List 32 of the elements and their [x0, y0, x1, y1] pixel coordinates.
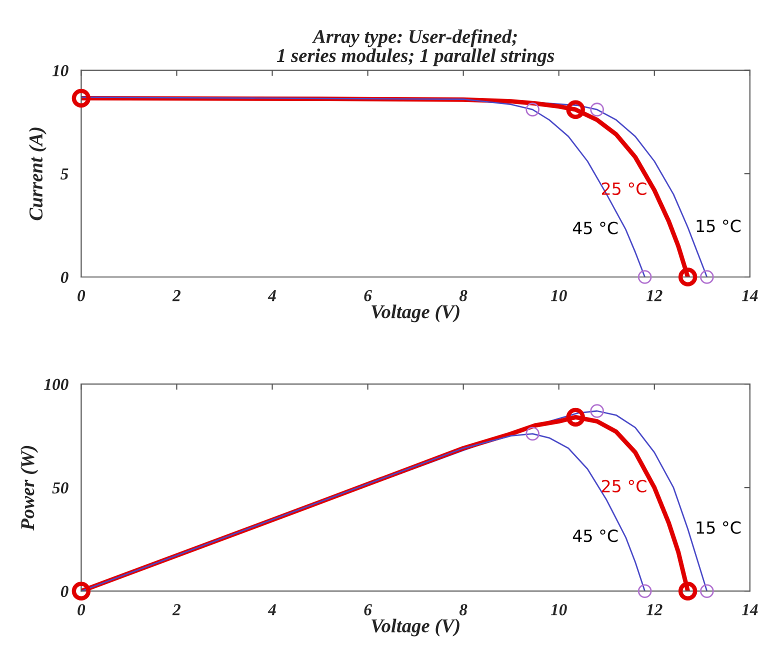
x-tick-label: 14	[742, 290, 758, 302]
x-tick-label: 6	[364, 604, 372, 616]
series-label: 45 °C	[572, 530, 618, 542]
y-tick-label: 10	[52, 65, 68, 76]
y-tick-label: 100	[44, 378, 68, 390]
x-tick-label: 0	[78, 290, 86, 302]
y-axis-title: Power (W)	[20, 446, 38, 531]
x-tick-label: 0	[78, 604, 86, 616]
x-tick-label: 6	[364, 290, 372, 302]
x-tick-label: 2	[172, 604, 181, 616]
y-tick-label: 0	[60, 272, 68, 283]
x-tick-label: 4	[268, 604, 276, 616]
series-label: 45 °C	[572, 222, 618, 234]
y-tick-label: 5	[60, 168, 68, 180]
x-tick-label: 12	[646, 604, 662, 616]
x-tick-label: 14	[742, 604, 758, 616]
x-tick-label: 8	[459, 290, 468, 302]
x-tick-label: 10	[550, 604, 567, 616]
x-tick-label: 8	[459, 604, 468, 616]
x-tick-label: 4	[268, 290, 276, 302]
series-label: 15 °C	[696, 521, 741, 534]
y-axis-title: Current (A)	[28, 128, 46, 220]
x-tick-label: 10	[550, 290, 567, 302]
x-axis-title: Voltage (V)	[372, 618, 460, 636]
x-tick-label: 2	[172, 290, 181, 302]
series-label: 25 °C	[602, 480, 646, 492]
series-label: 15 °C	[696, 220, 741, 232]
x-axis-title: Voltage (V)	[372, 304, 460, 322]
x-tick-label: 12	[646, 290, 662, 302]
y-tick-label: 50	[52, 482, 68, 494]
chart-title: Array type: User-defined; 1 series modules; 1 parallel strings	[276, 29, 554, 66]
y-tick-label: 0	[60, 586, 68, 598]
